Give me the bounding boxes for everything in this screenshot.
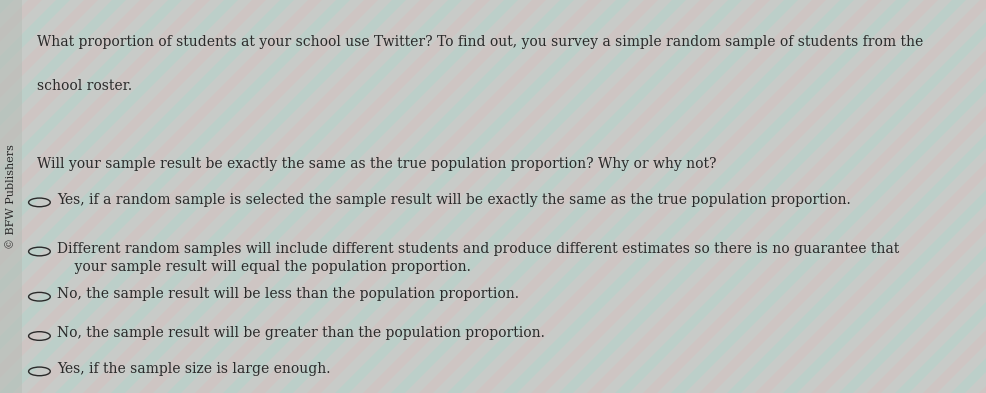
Text: school roster.: school roster.: [37, 79, 132, 93]
Polygon shape: [783, 0, 986, 393]
Text: Different random samples will include different students and produce different e: Different random samples will include di…: [57, 242, 899, 274]
Polygon shape: [839, 0, 986, 393]
Polygon shape: [363, 0, 770, 393]
Polygon shape: [895, 0, 986, 393]
Polygon shape: [279, 0, 686, 393]
Text: No, the sample result will be greater than the population proportion.: No, the sample result will be greater th…: [57, 326, 545, 340]
Polygon shape: [475, 0, 882, 393]
Polygon shape: [419, 0, 826, 393]
Polygon shape: [559, 0, 966, 393]
Polygon shape: [0, 0, 70, 393]
Polygon shape: [0, 0, 406, 393]
Polygon shape: [615, 0, 986, 393]
Polygon shape: [27, 0, 434, 393]
Polygon shape: [251, 0, 658, 393]
Polygon shape: [307, 0, 714, 393]
Polygon shape: [951, 0, 986, 393]
Polygon shape: [979, 0, 986, 393]
Polygon shape: [83, 0, 490, 393]
Polygon shape: [55, 0, 462, 393]
Polygon shape: [223, 0, 630, 393]
Polygon shape: [111, 0, 518, 393]
Polygon shape: [0, 0, 266, 393]
Text: © BFW Publishers: © BFW Publishers: [6, 144, 16, 249]
Bar: [0, 0, 22, 393]
Polygon shape: [727, 0, 986, 393]
Polygon shape: [0, 0, 182, 393]
Polygon shape: [0, 0, 154, 393]
Text: Yes, if the sample size is large enough.: Yes, if the sample size is large enough.: [57, 362, 330, 376]
Polygon shape: [391, 0, 798, 393]
Polygon shape: [0, 0, 238, 393]
Polygon shape: [0, 0, 378, 393]
Polygon shape: [0, 0, 126, 393]
Polygon shape: [0, 0, 42, 393]
Polygon shape: [139, 0, 546, 393]
Polygon shape: [503, 0, 910, 393]
Polygon shape: [643, 0, 986, 393]
Polygon shape: [811, 0, 986, 393]
Polygon shape: [0, 0, 14, 393]
Polygon shape: [755, 0, 986, 393]
Polygon shape: [0, 0, 322, 393]
Polygon shape: [447, 0, 854, 393]
Polygon shape: [0, 0, 294, 393]
Text: What proportion of students at your school use Twitter? To find out, you survey : What proportion of students at your scho…: [37, 35, 924, 50]
Polygon shape: [531, 0, 938, 393]
Text: Will your sample result be exactly the same as the true population proportion? W: Will your sample result be exactly the s…: [37, 157, 717, 171]
Polygon shape: [587, 0, 986, 393]
Polygon shape: [167, 0, 574, 393]
Polygon shape: [195, 0, 602, 393]
Text: Yes, if a random sample is selected the sample result will be exactly the same a: Yes, if a random sample is selected the …: [57, 193, 851, 207]
Polygon shape: [0, 0, 350, 393]
Polygon shape: [923, 0, 986, 393]
Polygon shape: [699, 0, 986, 393]
Polygon shape: [0, 0, 98, 393]
Polygon shape: [671, 0, 986, 393]
Polygon shape: [335, 0, 742, 393]
Polygon shape: [867, 0, 986, 393]
Polygon shape: [0, 0, 210, 393]
Text: No, the sample result will be less than the population proportion.: No, the sample result will be less than …: [57, 287, 520, 301]
